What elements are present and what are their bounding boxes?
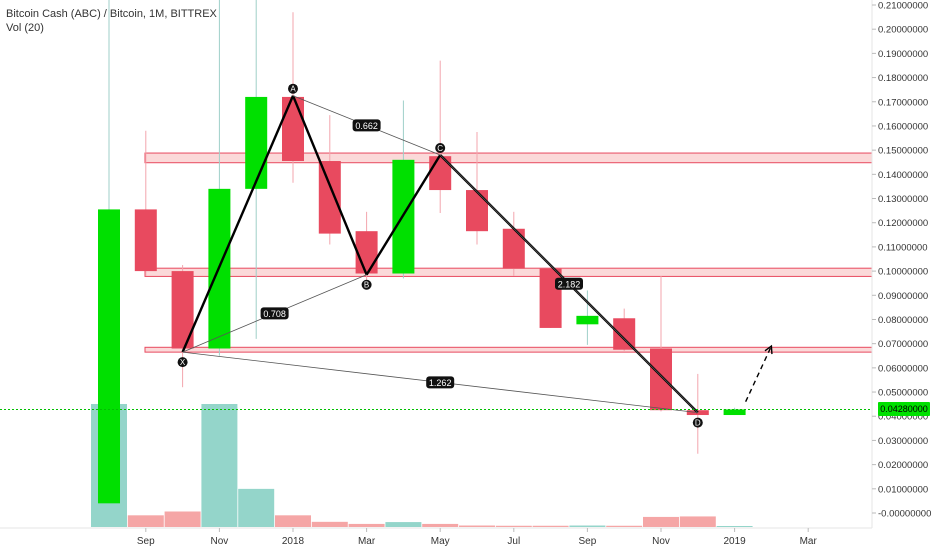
y-tick-label: 0.05000000 xyxy=(878,388,928,399)
volume-bar xyxy=(716,526,753,527)
svg-text:2.182: 2.182 xyxy=(558,279,581,289)
x-tick-label: May xyxy=(431,536,450,547)
point-label-A: A xyxy=(288,83,298,94)
volume-bar xyxy=(385,522,422,527)
volume-bar xyxy=(275,515,311,527)
volume-bar xyxy=(164,511,201,527)
candle-body xyxy=(134,209,157,272)
ratio-label-2.182: 2.182 xyxy=(555,277,583,290)
x-tick-label: 2019 xyxy=(723,536,746,547)
y-tick-label: -0.00000000 xyxy=(878,509,931,520)
svg-text:1.262: 1.262 xyxy=(429,378,452,388)
candle-body xyxy=(723,409,746,416)
ratio-label-0.708: 0.708 xyxy=(260,307,289,320)
y-tick-label: 0.08000000 xyxy=(878,315,928,326)
volume-bar xyxy=(459,525,495,527)
y-tick-label: 0.18000000 xyxy=(878,73,928,84)
projection-arrow xyxy=(745,345,773,403)
candle-body xyxy=(576,315,599,325)
candle-body xyxy=(650,348,672,411)
y-tick-label: 0.02000000 xyxy=(878,460,928,471)
current-price-tag: 0.04280000 xyxy=(878,402,930,417)
point-label-C: C xyxy=(435,142,446,153)
svg-text:B: B xyxy=(364,281,369,290)
projection-arrowhead xyxy=(764,344,773,355)
svg-text:0.662: 0.662 xyxy=(355,121,378,131)
candle-body xyxy=(98,209,120,504)
y-tick-label: 0.16000000 xyxy=(878,121,928,132)
y-tick-label: 0.03000000 xyxy=(878,436,928,447)
candle-body xyxy=(245,96,268,189)
volume-indicator-label: Vol (20) xyxy=(6,22,44,34)
y-tick-label: 0.21000000 xyxy=(878,1,928,12)
y-tick-label: 0.10000000 xyxy=(878,267,928,278)
point-label-D: D xyxy=(692,417,703,428)
svg-text:X: X xyxy=(180,358,186,367)
volume-bar xyxy=(679,516,716,527)
point-label-B: B xyxy=(361,279,372,290)
ratio-label-0.662: 0.662 xyxy=(352,119,381,132)
volume-bar xyxy=(348,523,385,527)
volume-bar xyxy=(569,525,606,527)
x-tick-label: Sep xyxy=(137,536,155,547)
volume-bar xyxy=(495,525,532,527)
volume-bar xyxy=(311,521,348,527)
volume-bar xyxy=(201,404,238,527)
svg-text:D: D xyxy=(695,419,701,428)
y-tick-label: 0.15000000 xyxy=(878,146,928,157)
candle-body xyxy=(355,231,378,274)
y-tick-label: 0.12000000 xyxy=(878,218,928,229)
harmonic-leg-BC xyxy=(365,154,442,276)
x-tick-label: Mar xyxy=(800,536,818,547)
volume-bar xyxy=(532,525,569,527)
x-tick-label: Mar xyxy=(358,536,376,547)
y-tick-label: 0.13000000 xyxy=(878,194,928,205)
svg-text:0.708: 0.708 xyxy=(263,309,286,319)
y-tick-label: 0.19000000 xyxy=(878,49,928,60)
candle-body xyxy=(171,271,194,349)
candle-body xyxy=(539,268,562,328)
candle-body xyxy=(502,228,525,269)
volume-bar xyxy=(422,523,459,527)
y-tick-label: 0.01000000 xyxy=(878,484,928,495)
y-tick-label: 0.20000000 xyxy=(878,25,928,36)
svg-text:A: A xyxy=(290,85,296,94)
y-tick-label: 0.06000000 xyxy=(878,363,928,374)
y-tick-label: 0.07000000 xyxy=(878,339,928,350)
volume-bar xyxy=(127,515,164,527)
harmonic-leg-AB xyxy=(291,95,368,276)
harmonic-leg-XA xyxy=(181,95,295,353)
volume-bar xyxy=(238,488,275,527)
candle-body xyxy=(686,410,709,416)
symbol-title: Bitcoin Cash (ABC) / Bitcoin, 1M, BITTRE… xyxy=(6,8,217,20)
x-tick-label: Sep xyxy=(579,536,597,547)
candle-body xyxy=(318,161,341,234)
candle-body xyxy=(282,96,304,162)
x-tick-label: Jul xyxy=(507,536,520,547)
candle-body xyxy=(466,190,488,232)
x-tick-label: Nov xyxy=(652,536,670,547)
point-label-X: X xyxy=(177,357,188,368)
x-tick-label: 2018 xyxy=(282,536,305,547)
y-tick-label: 0.04000000 xyxy=(878,412,928,423)
ratio-label-1.262: 1.262 xyxy=(426,376,455,389)
volume-bar xyxy=(643,516,679,527)
svg-text:C: C xyxy=(437,144,443,153)
resistance-zone-2 xyxy=(144,267,873,277)
y-tick-label: 0.17000000 xyxy=(878,97,928,108)
candle-body xyxy=(613,318,636,350)
resistance-zone-3 xyxy=(144,346,873,353)
y-tick-label: 0.14000000 xyxy=(878,170,928,181)
y-tick-label: 0.09000000 xyxy=(878,291,928,302)
x-tick-label: Nov xyxy=(211,536,229,547)
volume-bar xyxy=(606,525,643,527)
y-tick-label: 0.11000000 xyxy=(878,242,928,253)
